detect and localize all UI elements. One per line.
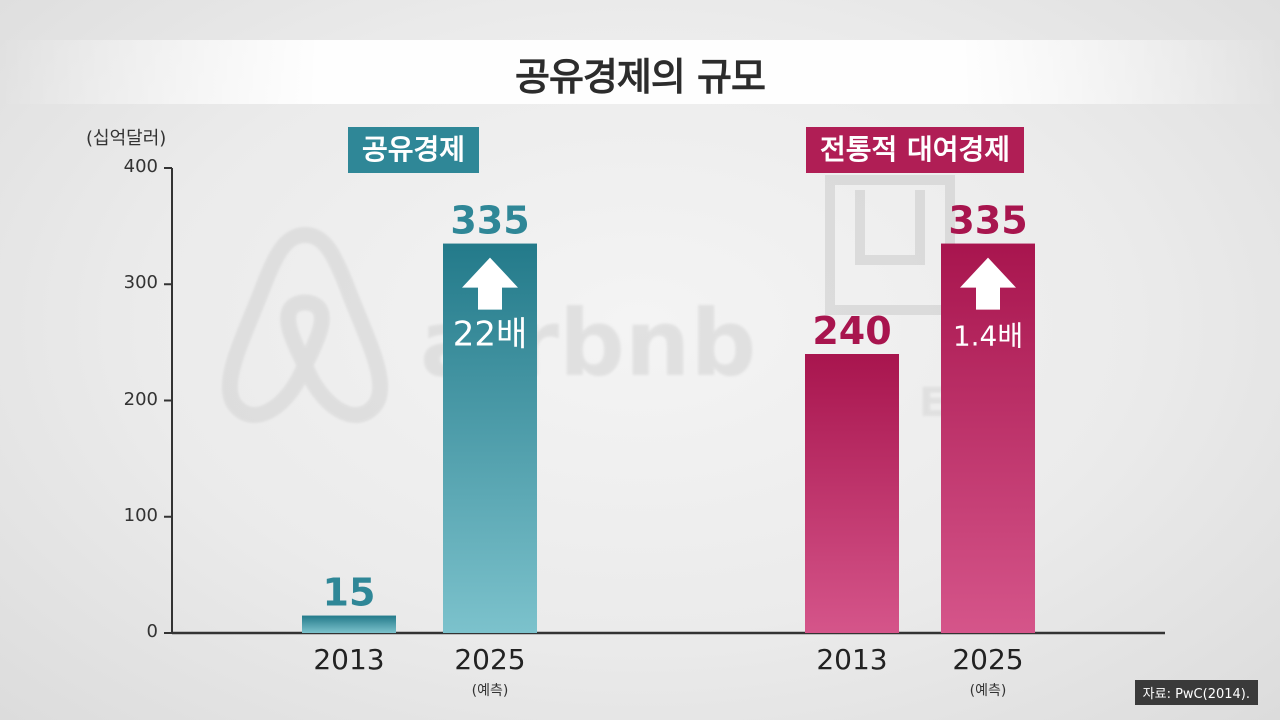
growth-arrow-icon [462,257,518,310]
x-category-label: 2025 [952,643,1024,676]
bar-value-label: 15 [323,571,376,615]
chart-title: 공유경제의 규모 [515,55,766,99]
x-category-sublabel: (예측) [969,683,1007,699]
bar-value-label: 335 [450,199,529,243]
growth-arrow-icon [960,257,1016,310]
x-category-label: 2013 [816,643,888,676]
y-tick-label: 400 [123,156,158,177]
growth-multiplier-label: 1.4배 [953,320,1023,353]
y-tick-label: 300 [123,272,158,294]
y-tick-label: 200 [123,388,158,410]
x-category-sublabel: (예측) [471,683,509,699]
bar-1-0 [805,354,899,633]
x-category-label: 2013 [313,643,385,676]
y-tick-label: 0 [146,621,158,642]
traditional-rental-badge: 전통적 대여경제 [806,127,1025,173]
x-category-label: 2025 [454,643,526,676]
bar-value-label: 240 [812,309,891,353]
title-band [0,40,1280,104]
unit-label: (십억달러) [86,128,167,149]
airbnb-logo-icon [221,227,389,423]
source-note: 자료: PwC(2014). [1134,680,1258,705]
bar-0-0 [302,615,396,633]
bar-value-label: 335 [948,199,1027,243]
growth-multiplier-label: 22배 [453,315,528,355]
y-tick-label: 100 [123,504,158,526]
sharing-economy-badge: 공유경제 [348,127,480,173]
